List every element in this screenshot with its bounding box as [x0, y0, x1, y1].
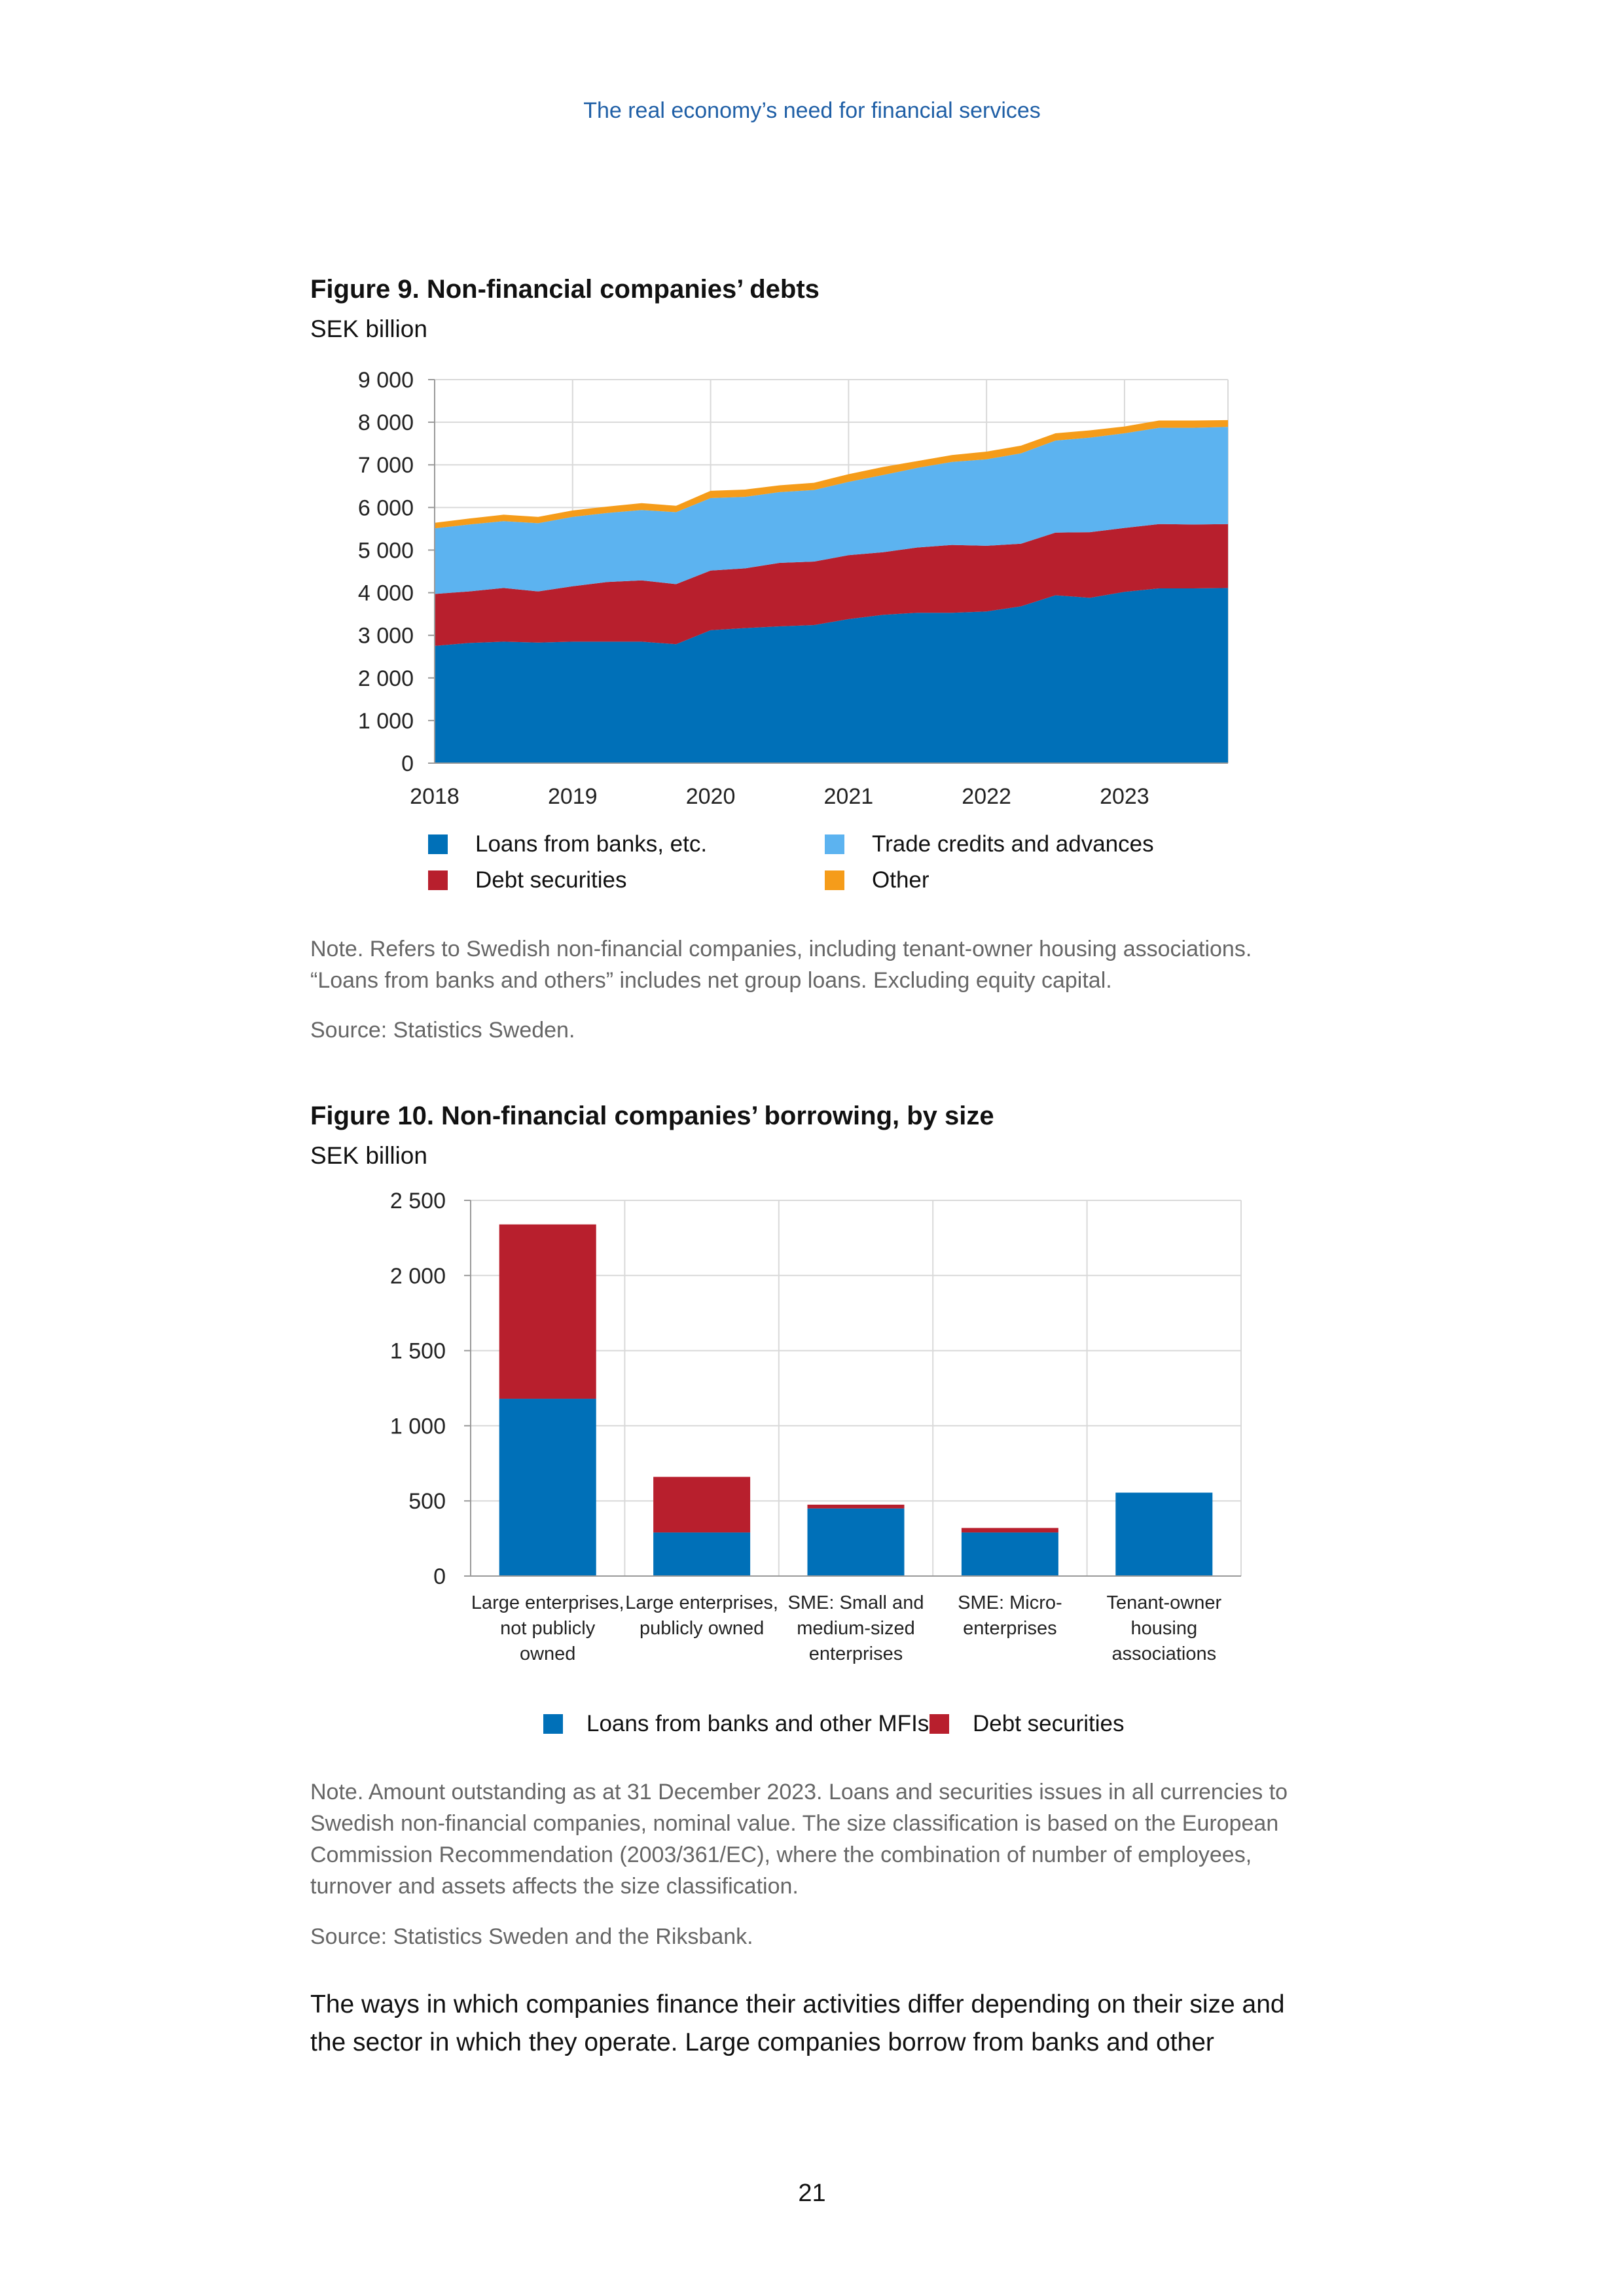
y-tick-label: 4 000 [358, 581, 414, 606]
y-tick-label: 500 [408, 1489, 446, 1514]
x-tick-label: 2022 [962, 784, 1011, 809]
legend-label-other: Other [872, 867, 929, 893]
y-tick-label: 3 000 [358, 624, 414, 649]
x-tick-label: 2021 [824, 784, 874, 809]
y-tick-label: 0 [433, 1564, 446, 1589]
figure9-legend: Loans from banks, etc. Trade credits and… [428, 831, 1410, 903]
area-series-1 [435, 524, 1228, 646]
legend-label-loans: Loans from banks, etc. [475, 831, 708, 857]
y-tick-label: 5 000 [358, 538, 414, 563]
y-tick-label: 9 000 [358, 368, 414, 393]
legend-swatch-trade-credits [825, 834, 844, 854]
x-category-label: associations [1112, 1643, 1217, 1664]
x-category-label: Large enterprises, [471, 1592, 624, 1613]
bar-debt-securities [961, 1528, 1058, 1533]
y-tick-label: 6 000 [358, 495, 414, 520]
bar-loans [653, 1532, 751, 1576]
bar-loans [961, 1532, 1058, 1576]
y-tick-label: 7 000 [358, 453, 414, 478]
figure10-legend: Loans from banks and other MFIs Debt sec… [543, 1711, 1329, 1744]
x-tick-label: 2018 [410, 784, 460, 809]
bar-loans [1115, 1492, 1213, 1576]
legend-swatch-other [825, 870, 844, 890]
legend-label-debt-securities: Debt securities [475, 867, 627, 893]
figure9-note: Note. Refers to Swedish non-financial co… [310, 937, 1252, 993]
x-category-label: not publicly [500, 1618, 596, 1639]
x-category-label: Tenant-owner [1106, 1592, 1221, 1613]
y-tick-label: 2 500 [390, 1189, 446, 1213]
bar-loans [499, 1399, 596, 1576]
y-tick-label: 1 000 [390, 1414, 446, 1439]
running-header: The real economy’s need for financial se… [583, 98, 1041, 123]
area-series-2 [435, 427, 1228, 594]
x-tick-label: 2023 [1100, 784, 1149, 809]
figure9-source: Source: Statistics Sweden. [310, 1018, 575, 1043]
bar-debt-securities [653, 1477, 751, 1533]
legend-item-other: Other [825, 867, 929, 893]
figure10-note: Note. Amount outstanding as at 31 Decemb… [310, 1780, 1288, 1899]
legend-item-loans: Loans from banks, etc. [428, 831, 707, 857]
figure10-source: Source: Statistics Sweden and the Riksba… [310, 1924, 753, 1949]
area-series-3 [435, 420, 1228, 529]
x-category-label: publicly owned [640, 1618, 764, 1639]
legend-swatch-loans-mfi [543, 1714, 563, 1734]
legend-item-debt-securities-2: Debt securities [929, 1711, 1124, 1737]
legend-swatch-loans [428, 834, 448, 854]
figure9-area-chart: 0 1 000 2 000 3 000 4 000 5 000 6 000 7 000 8 00… [358, 368, 1229, 809]
bar-loans [807, 1508, 905, 1576]
x-category-label: SME: Micro- [958, 1592, 1062, 1613]
x-category-label: enterprises [809, 1643, 903, 1664]
x-category-label: owned [520, 1643, 575, 1664]
y-tick-label: 1 000 [358, 709, 414, 734]
area-series-0 [435, 588, 1228, 763]
x-category-label: medium-sized [797, 1618, 915, 1639]
legend-label-debt-securities-2: Debt securities [973, 1711, 1125, 1736]
bar-debt-securities [807, 1504, 905, 1509]
bar-debt-securities [499, 1224, 596, 1399]
y-tick-label: 2 000 [390, 1264, 446, 1289]
figure10-title: Figure 10. Non-financial companies’ borr… [310, 1102, 994, 1130]
figure9-title: Figure 9. Non-financial companies’ debts [310, 275, 820, 304]
legend-swatch-debt-securities-2 [929, 1714, 949, 1734]
x-category-label: housing [1131, 1618, 1198, 1639]
figure10-unit: SEK billion [310, 1142, 427, 1169]
y-tick-label: 1 500 [390, 1339, 446, 1364]
page-number: 21 [798, 2179, 826, 2207]
legend-item-debt-securities: Debt securities [428, 867, 626, 893]
x-category-label: SME: Small and [788, 1592, 924, 1613]
x-tick-label: 2020 [686, 784, 736, 809]
legend-item-loans-mfi: Loans from banks and other MFIs [543, 1711, 929, 1737]
legend-swatch-debt-securities [428, 870, 448, 890]
figure9-unit: SEK billion [310, 315, 427, 342]
body-paragraph: The ways in which companies finance thei… [310, 1990, 1285, 2056]
x-tick-label: 2019 [548, 784, 598, 809]
legend-label-trade-credits: Trade credits and advances [872, 831, 1154, 857]
figure10-bar-chart: 0 500 1 000 1 500 2 000 2 500 Large enterprise… [390, 1189, 1242, 1664]
x-category-label: enterprises [963, 1618, 1056, 1639]
y-tick-label: 2 000 [358, 666, 414, 691]
y-tick-label: 8 000 [358, 410, 414, 435]
x-category-label: Large enterprises, [625, 1592, 778, 1613]
y-tick-label: 0 [401, 751, 414, 776]
legend-label-loans-mfi: Loans from banks and other MFIs [586, 1711, 929, 1736]
legend-item-trade-credits: Trade credits and advances [825, 831, 1154, 857]
